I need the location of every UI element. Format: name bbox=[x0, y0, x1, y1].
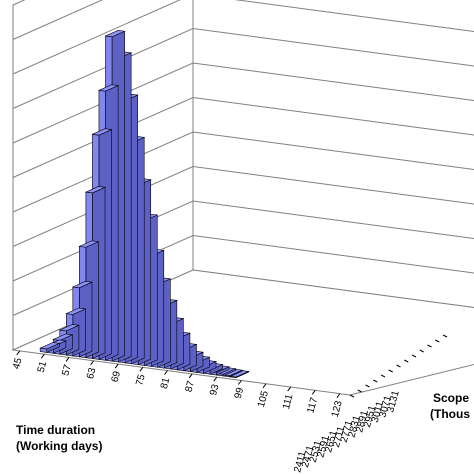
x-axis-ticks: 45 51 57 63 69 75 81 87 93 99 105 111 117 123 bbox=[11, 350, 345, 419]
gridline bbox=[12, 0, 474, 75]
y-tick-mark bbox=[349, 394, 355, 398]
x-tick-label: 51 bbox=[36, 360, 50, 374]
x-tick-mark bbox=[262, 383, 267, 389]
y-tick-label: 3011 bbox=[370, 400, 386, 424]
y-tick-label: 2411 bbox=[292, 450, 308, 474]
gridline bbox=[12, 0, 104, 40]
x-tick-mark bbox=[311, 390, 316, 395]
y-tick-label: 3131 bbox=[385, 389, 401, 414]
histogram-bar bbox=[228, 370, 250, 379]
y-tick-mark bbox=[411, 354, 417, 358]
x-tick-label: 75 bbox=[134, 373, 148, 387]
x-tick-label: 69 bbox=[110, 370, 124, 384]
y-tick-label: 2711 bbox=[331, 425, 347, 449]
y-tick-mark bbox=[388, 369, 393, 373]
histogram-bar bbox=[39, 342, 61, 353]
y-axis-ticks: 2411247125312591265127112771283128912951… bbox=[292, 334, 448, 474]
y-tick-mark bbox=[404, 359, 409, 363]
gridline bbox=[12, 27, 474, 109]
x-tick-mark bbox=[237, 380, 242, 385]
x-tick-mark bbox=[90, 360, 95, 366]
y-tick-mark bbox=[435, 339, 440, 343]
y-tick-mark bbox=[442, 334, 448, 338]
gridline bbox=[12, 200, 474, 282]
y-tick-mark bbox=[427, 344, 432, 348]
y-tick-mark bbox=[396, 364, 401, 368]
x-tick-mark bbox=[139, 367, 144, 372]
x-tick-mark bbox=[16, 350, 21, 356]
x-axis-title-line2: (Working days) bbox=[16, 439, 102, 453]
gridline bbox=[12, 165, 474, 247]
x-tick-label: 117 bbox=[305, 396, 320, 415]
gridline bbox=[12, 131, 474, 213]
x-tick-mark bbox=[65, 357, 70, 362]
x-tick-label: 93 bbox=[208, 383, 222, 397]
y-tick-mark bbox=[380, 374, 386, 378]
x-tick-label: 57 bbox=[60, 363, 74, 377]
histogram-bars bbox=[39, 30, 250, 379]
x-axis-title-line1: Time duration bbox=[16, 423, 95, 437]
x-tick-label: 45 bbox=[11, 356, 25, 370]
x-tick-label: 111 bbox=[281, 393, 296, 411]
y-axis-title-line1: Scope bbox=[433, 391, 469, 405]
x-tick-mark bbox=[164, 370, 168, 375]
back-walls bbox=[11, 0, 474, 396]
x-tick-label: 99 bbox=[233, 386, 247, 400]
x-tick-label: 63 bbox=[85, 366, 99, 380]
gridline bbox=[12, 96, 474, 178]
x-tick-label: 87 bbox=[184, 379, 198, 393]
x-tick-mark bbox=[114, 363, 119, 369]
back-wall bbox=[192, 0, 474, 309]
x-tick-mark bbox=[287, 386, 292, 392]
y-tick-mark bbox=[357, 389, 362, 393]
x-tick-label: 123 bbox=[330, 399, 345, 418]
y-tick-mark bbox=[373, 379, 378, 383]
x-tick-label: 81 bbox=[159, 376, 173, 390]
gridline bbox=[12, 62, 474, 144]
x-tick-label: 105 bbox=[256, 389, 271, 408]
x-tick-mark bbox=[213, 376, 218, 382]
x-tick-mark bbox=[40, 353, 45, 359]
x-tick-mark bbox=[188, 373, 193, 379]
y-tick-mark bbox=[419, 349, 424, 353]
x-tick-mark bbox=[336, 393, 341, 398]
y-tick-mark bbox=[365, 384, 370, 388]
y-axis-title-line2: (Thous bbox=[430, 407, 470, 421]
